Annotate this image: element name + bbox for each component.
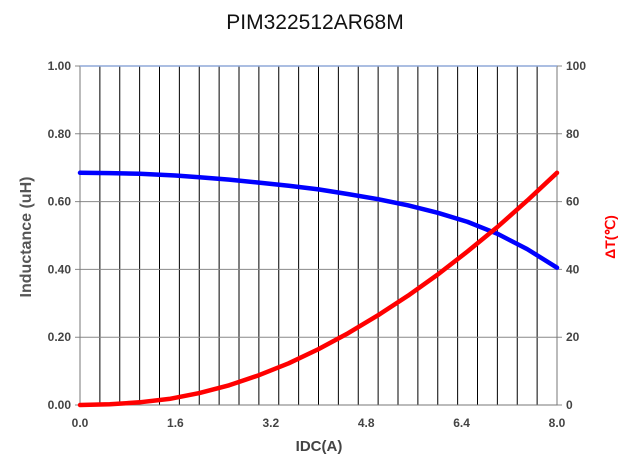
y-tick-label: 0.40	[48, 262, 72, 276]
y-tick-label: 0.20	[48, 330, 72, 344]
x-tick-label: 4.8	[358, 416, 375, 430]
x-tick-label: 8.0	[549, 416, 566, 430]
chart-title: PIM322512AR68M	[226, 11, 403, 34]
y2-tick-label: 0	[566, 398, 573, 412]
x-axis-label: IDC(A)	[296, 438, 343, 455]
x-tick-label: 3.2	[262, 416, 279, 430]
x-tick-label: 1.6	[167, 416, 184, 430]
y-tick-label: 0.00	[48, 398, 72, 412]
y-tick-label: 0.80	[48, 127, 72, 141]
temperature-rise-line	[77, 170, 560, 408]
inductance-line	[77, 170, 560, 270]
y2-tick-label: 60	[566, 195, 580, 209]
y2-tick-label: 20	[566, 330, 580, 344]
y-axis-label: Inductance (uH)	[18, 177, 35, 298]
x-tick-label: 0.0	[72, 416, 89, 430]
y2-tick-label: 100	[566, 59, 586, 73]
series-group	[77, 170, 560, 408]
tick-labels: 0.00 0.20 0.40 0.60 0.80 1.00 0 20 40 60 80 100 0.0 1…	[48, 59, 587, 430]
y-tick-label: 1.00	[48, 59, 72, 73]
y2-tick-label: 40	[566, 262, 580, 276]
y2-axis-label: ΔT(℃)	[602, 215, 618, 259]
grid	[75, 65, 562, 406]
y2-tick-label: 80	[566, 127, 580, 141]
x-tick-label: 6.4	[453, 416, 470, 430]
y-tick-label: 0.60	[48, 195, 72, 209]
